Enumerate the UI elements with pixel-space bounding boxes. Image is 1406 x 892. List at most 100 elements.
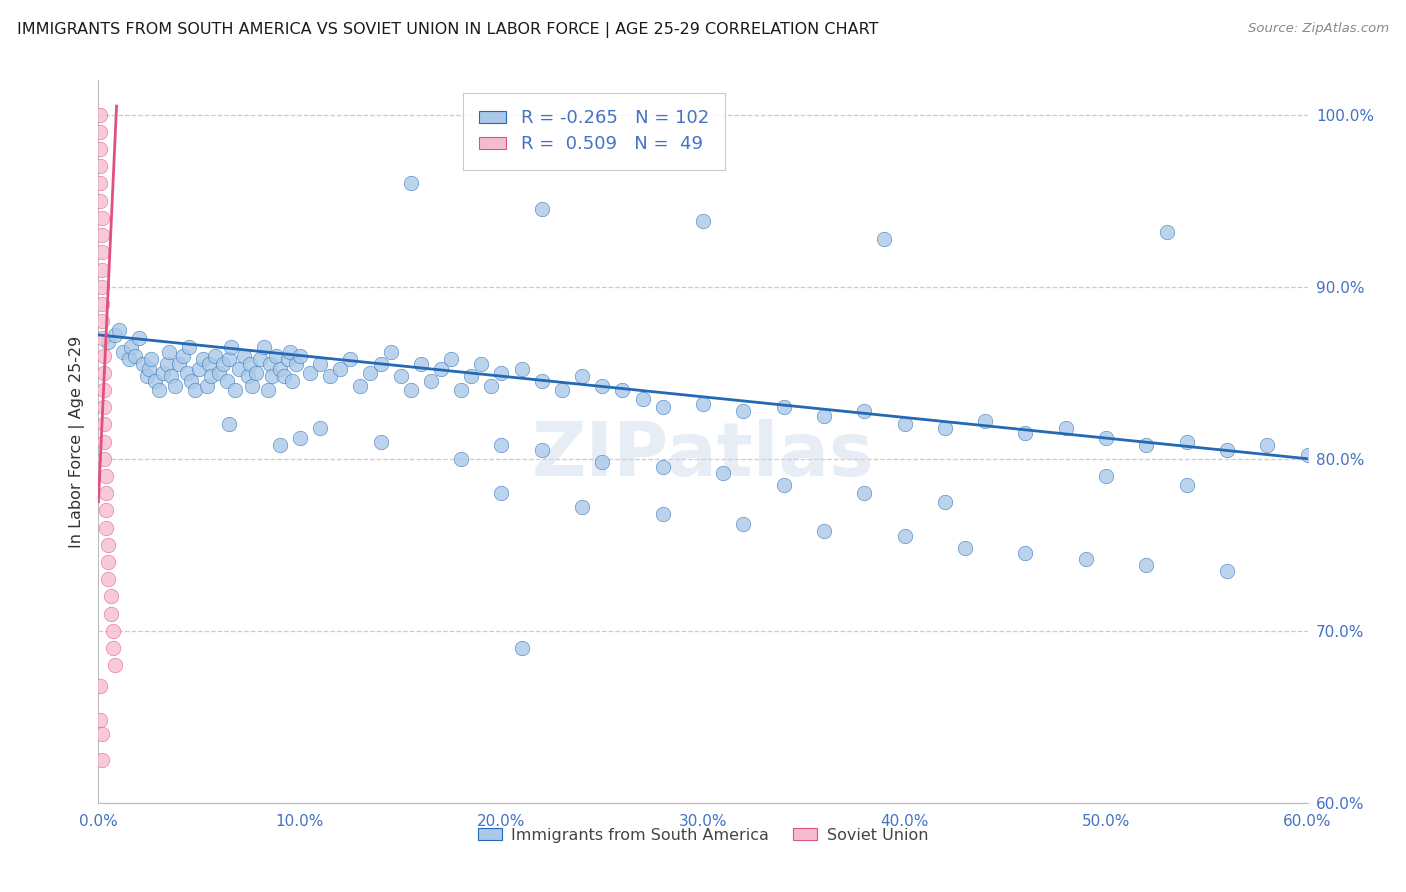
Point xyxy=(974,414,997,428)
Point xyxy=(288,431,311,445)
Point xyxy=(259,357,281,371)
Point xyxy=(224,383,246,397)
Point xyxy=(256,383,278,397)
Point xyxy=(1216,443,1239,458)
Point xyxy=(212,357,235,371)
Point xyxy=(370,434,392,449)
Point xyxy=(128,331,150,345)
Point xyxy=(100,607,122,621)
Point xyxy=(551,383,574,397)
Point xyxy=(188,362,211,376)
Point xyxy=(1054,421,1077,435)
Point xyxy=(195,379,218,393)
Point xyxy=(380,345,402,359)
Point xyxy=(1095,469,1118,483)
Point xyxy=(651,460,673,475)
Point xyxy=(360,366,382,380)
Point xyxy=(239,357,262,371)
Point xyxy=(1216,564,1239,578)
Point xyxy=(1135,438,1157,452)
Point xyxy=(93,451,115,466)
Point xyxy=(91,245,114,260)
Point xyxy=(399,177,422,191)
Point xyxy=(93,400,115,414)
Point xyxy=(692,397,714,411)
Point xyxy=(440,351,463,366)
Point xyxy=(813,524,835,538)
Point xyxy=(934,495,956,509)
Point xyxy=(217,375,239,389)
Point xyxy=(148,383,170,397)
Point xyxy=(245,366,267,380)
Point xyxy=(651,507,673,521)
Point xyxy=(107,323,129,337)
Point xyxy=(953,541,976,556)
Point xyxy=(91,279,114,293)
Point xyxy=(571,500,593,514)
Point xyxy=(530,202,553,217)
Point xyxy=(1175,477,1198,491)
Point xyxy=(208,366,231,380)
Point xyxy=(91,753,114,767)
Point xyxy=(152,366,174,380)
Point xyxy=(813,409,835,423)
Point xyxy=(193,351,215,366)
Point xyxy=(89,142,111,156)
Point xyxy=(97,555,120,569)
Point xyxy=(91,727,114,741)
Point xyxy=(1296,448,1319,462)
Text: Source: ZipAtlas.com: Source: ZipAtlas.com xyxy=(1249,22,1389,36)
Point xyxy=(1014,425,1036,440)
Point xyxy=(510,640,533,655)
Point xyxy=(93,383,115,397)
Point xyxy=(143,375,166,389)
Point xyxy=(89,679,111,693)
Point xyxy=(89,194,111,208)
Point xyxy=(103,327,125,342)
Point xyxy=(97,572,120,586)
Point xyxy=(733,403,755,417)
Point xyxy=(278,345,301,359)
Point xyxy=(160,369,183,384)
Text: ZIPatlas: ZIPatlas xyxy=(531,419,875,492)
Point xyxy=(651,400,673,414)
Point xyxy=(733,517,755,532)
Point xyxy=(89,159,111,173)
Point xyxy=(232,349,254,363)
Point xyxy=(96,486,118,500)
Point xyxy=(249,351,271,366)
Point xyxy=(103,658,125,673)
Point xyxy=(91,314,114,328)
Point xyxy=(218,417,240,432)
Point xyxy=(772,400,794,414)
Point xyxy=(93,349,115,363)
Point xyxy=(1095,431,1118,445)
Point xyxy=(288,349,311,363)
Point xyxy=(179,340,201,354)
Point xyxy=(163,379,186,393)
Point xyxy=(530,443,553,458)
Point xyxy=(370,357,392,371)
Point xyxy=(491,438,513,452)
Point xyxy=(96,503,118,517)
Point xyxy=(89,108,111,122)
Point xyxy=(228,362,250,376)
Point xyxy=(1175,434,1198,449)
Point xyxy=(93,417,115,432)
Point xyxy=(89,177,111,191)
Point xyxy=(420,375,443,389)
Point xyxy=(124,349,146,363)
Point xyxy=(399,383,422,397)
Point xyxy=(873,231,896,245)
Point xyxy=(96,520,118,534)
Point xyxy=(450,451,472,466)
Point xyxy=(91,228,114,243)
Point xyxy=(156,357,179,371)
Point xyxy=(91,331,114,345)
Point xyxy=(135,369,157,384)
Point xyxy=(530,375,553,389)
Point xyxy=(93,366,115,380)
Point xyxy=(309,421,332,435)
Point xyxy=(631,392,654,406)
Point xyxy=(1256,438,1278,452)
